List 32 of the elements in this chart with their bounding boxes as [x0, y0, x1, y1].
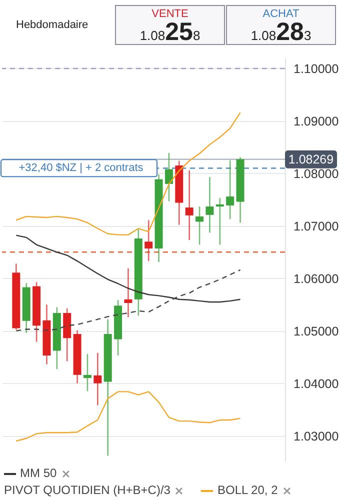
candlestick [94, 352, 102, 406]
chart-title: Hebdomadaire [16, 19, 88, 31]
candlestick [216, 197, 224, 246]
text: VENTE [150, 8, 190, 20]
y-tick-label: 1.09000 [294, 114, 339, 128]
text: 1.08258 [140, 18, 200, 46]
candlestick [185, 170, 194, 241]
candlestick [83, 353, 92, 392]
candlestick [164, 152, 173, 202]
line-series [16, 269, 241, 332]
ref-line-label: +32,40 $NZ | + 2 contrats [18, 162, 144, 174]
candlestick [144, 219, 153, 262]
candlestick [124, 268, 132, 318]
text: PIVOT QUOTIDIEN (H+B+C)/3 [4, 483, 172, 497]
legend-label: BOLL 20, 2 [216, 483, 279, 497]
y-tick-label: 1.07000 [294, 219, 339, 234]
y-tick-label: 1.10000 [294, 62, 339, 76]
candlestick [196, 206, 204, 246]
text: 1.08283 [250, 18, 312, 46]
y-tick-label: 1.03000 [294, 429, 339, 444]
y-tick-label: 1.08000 [294, 166, 339, 181]
ref-line-label: 1.08269 [288, 152, 334, 166]
y-tick-label: 1.04000 [294, 376, 339, 391]
line-series [16, 391, 241, 442]
line-series [16, 112, 241, 236]
y-tick-label: 1.05000 [294, 324, 339, 338]
text: ACHAT [262, 8, 300, 20]
candlestick [206, 176, 214, 234]
legend-label: MM 50 [19, 466, 58, 480]
y-tick-label: 1.06000 [294, 272, 339, 286]
line-series [16, 234, 241, 303]
candlestick [226, 160, 234, 220]
